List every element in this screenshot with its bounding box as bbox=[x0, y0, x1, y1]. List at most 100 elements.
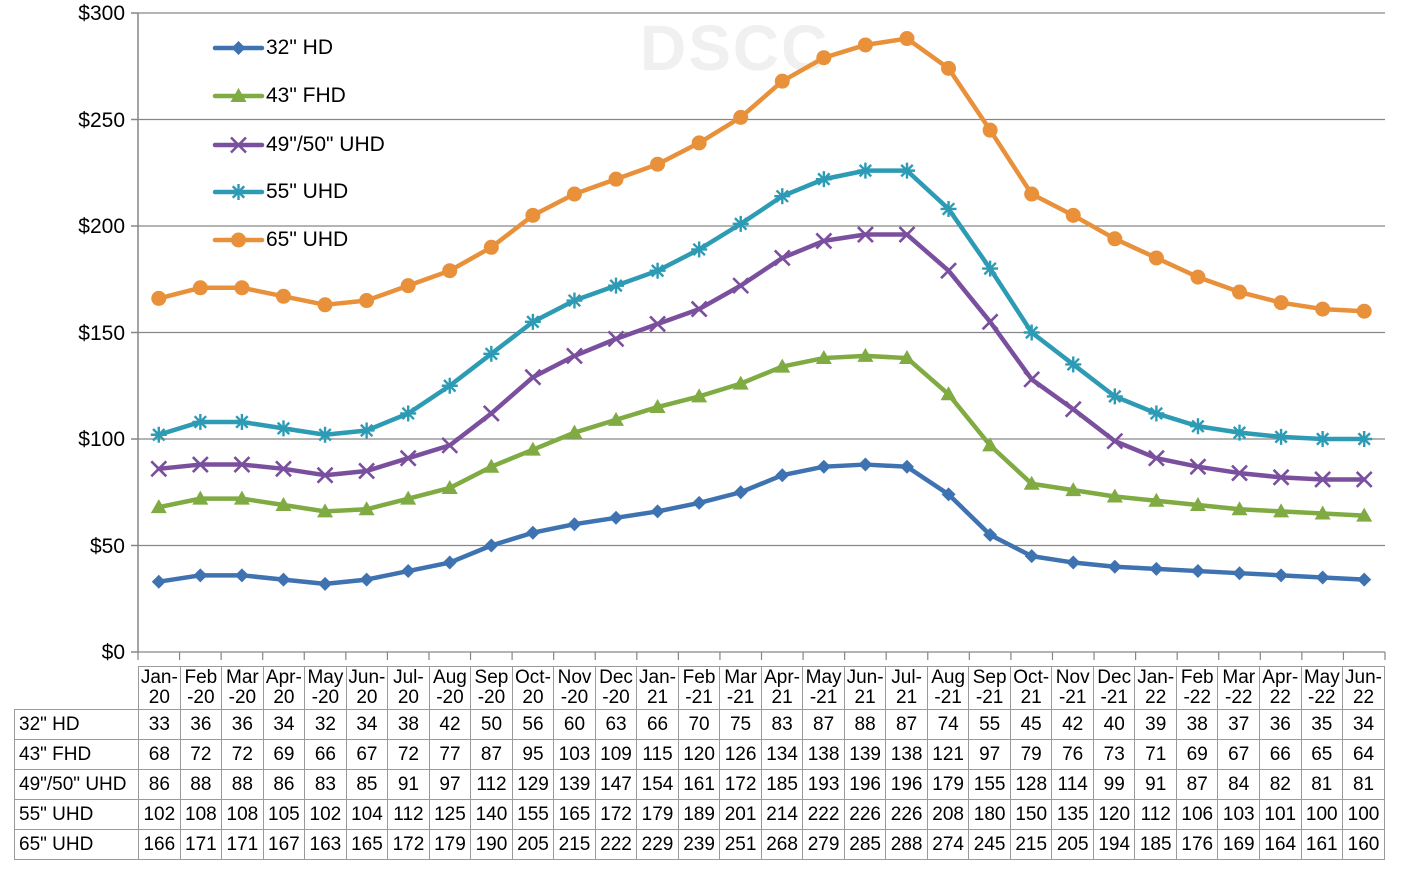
y-axis-tick-label: $50 bbox=[89, 534, 125, 558]
table-cell: 193 bbox=[802, 769, 845, 800]
table-cell: 196 bbox=[885, 769, 928, 800]
legend-item-label[interactable]: 65" UHD bbox=[266, 228, 349, 251]
table-cell: 79 bbox=[1009, 739, 1053, 770]
column-header-month: Jan- bbox=[1137, 667, 1175, 688]
table-cell: 66 bbox=[304, 739, 347, 770]
table-cell: 72 bbox=[221, 739, 264, 770]
table-cell: 205 bbox=[1051, 829, 1094, 860]
table-cell: 35 bbox=[1300, 709, 1344, 740]
gridlines bbox=[138, 12, 1385, 653]
table-cell: 251 bbox=[719, 829, 762, 860]
y-axis-tick-label: $300 bbox=[78, 2, 125, 25]
table-cell: 67 bbox=[1217, 739, 1260, 770]
chart-canvas bbox=[131, 12, 1386, 660]
table-cell: 77 bbox=[428, 739, 472, 770]
table-cell: 172 bbox=[594, 799, 638, 830]
table-cell: 169 bbox=[1217, 829, 1260, 860]
column-header-month: Mar bbox=[226, 667, 259, 688]
table-column-header: Feb -21 bbox=[677, 666, 721, 710]
table-cell: 179 bbox=[428, 829, 472, 860]
table-cell: 114 bbox=[1051, 769, 1094, 800]
table-cell: 68 bbox=[138, 739, 181, 770]
table-cell: 104 bbox=[345, 799, 389, 830]
table-column-header: Nov -20 bbox=[553, 666, 596, 710]
table-column-header: Mar -21 bbox=[719, 666, 762, 710]
column-header-month: Sep bbox=[972, 667, 1007, 688]
column-header-year: -20 bbox=[436, 687, 464, 708]
legend-item-label[interactable]: 49"/50" UHD bbox=[266, 133, 385, 156]
table-cell: 67 bbox=[345, 739, 389, 770]
column-header-year: -22 bbox=[1225, 687, 1253, 708]
legend-item-label[interactable]: 43" FHD bbox=[266, 84, 346, 107]
column-header-month: Oct- bbox=[515, 667, 551, 688]
table-column-header: Jun- 22 bbox=[1342, 666, 1385, 710]
table-cell: 245 bbox=[968, 829, 1011, 860]
table-corner-cell bbox=[15, 667, 139, 710]
table-column-header: Jan- 22 bbox=[1134, 666, 1177, 710]
table-column-header: May -21 bbox=[802, 666, 845, 710]
table-cell: 66 bbox=[636, 709, 679, 740]
table-row-label: 65" UHD bbox=[13, 829, 140, 860]
table-cell: 222 bbox=[802, 799, 845, 830]
column-header-year: -21 bbox=[726, 687, 755, 708]
table-cell: 109 bbox=[594, 739, 638, 770]
table-cell: 196 bbox=[843, 769, 887, 800]
table-column-header: Mar -20 bbox=[221, 666, 264, 710]
table-cell: 34 bbox=[345, 709, 389, 740]
table-cell: 166 bbox=[138, 829, 181, 860]
table-cell: 164 bbox=[1259, 829, 1302, 860]
column-header-month: Jul- bbox=[891, 667, 922, 688]
column-header-year: -20 bbox=[311, 687, 340, 708]
table-cell: 100 bbox=[1300, 799, 1344, 830]
table-cell: 33 bbox=[138, 709, 181, 740]
table-cell: 179 bbox=[636, 799, 679, 830]
column-header-year: 22 bbox=[1145, 687, 1167, 708]
table-cell: 160 bbox=[1342, 829, 1385, 860]
column-header-month: Nov bbox=[1055, 667, 1090, 688]
column-header-year: 21 bbox=[1020, 687, 1042, 708]
table-cell: 155 bbox=[968, 769, 1011, 800]
table-row: 43" FHD 68 72 72 69 66 67 72 77 87 95 103 109 115 120 1… bbox=[13, 739, 1385, 770]
table-cell: 171 bbox=[179, 829, 223, 860]
table-cell: 105 bbox=[262, 799, 306, 830]
column-header-year: -22 bbox=[1183, 687, 1211, 708]
table-cell: 38 bbox=[1175, 709, 1219, 740]
dscc-watermark: DSCC bbox=[640, 12, 830, 84]
x-axis-ticks bbox=[137, 652, 1386, 660]
column-header-year: 21 bbox=[771, 687, 793, 708]
column-header-month: Jul- bbox=[393, 667, 424, 688]
table-cell: 120 bbox=[1092, 799, 1136, 830]
table-cell: 56 bbox=[511, 709, 555, 740]
table-cell: 205 bbox=[511, 829, 555, 860]
column-header-month: Aug bbox=[433, 667, 467, 688]
legend-item-label[interactable]: 32" HD bbox=[266, 36, 333, 59]
column-header-year: 20 bbox=[273, 687, 295, 708]
column-header-year: 20 bbox=[356, 687, 378, 708]
table-cell: 84 bbox=[1217, 769, 1260, 800]
column-header-year: 20 bbox=[522, 687, 544, 708]
table-cell: 95 bbox=[511, 739, 555, 770]
table-column-header: Jun- 21 bbox=[843, 666, 887, 710]
table-header: Jan- 20 Feb -20 Mar -20 Apr- 20 May -20 Jun- 20 Jul-… bbox=[15, 666, 1385, 710]
table-cell: 112 bbox=[387, 799, 430, 830]
table-cell: 176 bbox=[1175, 829, 1219, 860]
column-header-year: 20 bbox=[148, 687, 170, 708]
table-cell: 76 bbox=[1051, 739, 1094, 770]
column-header-year: -21 bbox=[975, 687, 1004, 708]
column-header-year: -21 bbox=[1100, 687, 1128, 708]
table-row-label: 32" HD bbox=[13, 709, 140, 740]
table-cell: 81 bbox=[1342, 769, 1385, 800]
y-axis-tick-label: $200 bbox=[78, 215, 125, 238]
column-header-month: Jun- bbox=[846, 667, 884, 688]
column-header-year: -20 bbox=[187, 687, 215, 708]
table-cell: 268 bbox=[760, 829, 804, 860]
table-cell: 163 bbox=[304, 829, 347, 860]
legend-item-label[interactable]: 55" UHD bbox=[266, 180, 349, 203]
table-cell: 185 bbox=[760, 769, 804, 800]
table-column-header: Apr- 22 bbox=[1259, 666, 1302, 710]
table-cell: 239 bbox=[677, 829, 721, 860]
table-column-header: May -20 bbox=[304, 666, 347, 710]
table-cell: 34 bbox=[262, 709, 306, 740]
table-cell: 83 bbox=[304, 769, 347, 800]
table-cell: 87 bbox=[1175, 769, 1219, 800]
